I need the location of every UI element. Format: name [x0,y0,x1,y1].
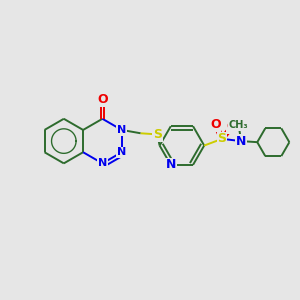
Text: O: O [97,93,108,106]
Text: N: N [236,135,246,148]
Text: N: N [98,158,107,168]
Text: O: O [227,120,237,133]
Text: S: S [153,128,162,141]
Text: N: N [166,158,176,171]
Text: S: S [218,132,226,146]
Text: CH₃: CH₃ [229,121,249,130]
Text: N: N [117,147,126,157]
Text: O: O [210,118,221,131]
Text: N: N [117,125,126,135]
